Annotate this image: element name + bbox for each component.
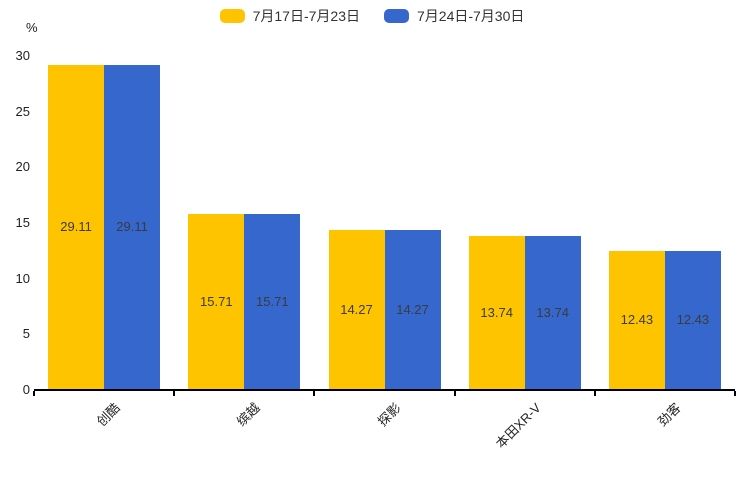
bar-series2-探影 xyxy=(384,230,441,389)
bar-value-label: 12.43 xyxy=(620,311,654,327)
y-tick-label: 10 xyxy=(15,270,30,286)
legend: 7月17日-7月23日 7月24日-7月30日 xyxy=(0,6,744,26)
bar-series2-本田XR-V xyxy=(524,236,581,389)
x-axis-tick xyxy=(173,391,176,396)
bar-series2-创酷 xyxy=(104,64,161,389)
x-category-label-劲客: 劲客 xyxy=(654,400,684,430)
y-axis-unit-label: % xyxy=(26,20,38,35)
y-tick-label: 25 xyxy=(15,103,30,119)
bar-value-label: 14.27 xyxy=(396,301,429,317)
bar-value-label: 13.74 xyxy=(480,304,513,320)
bar-series1-劲客 xyxy=(608,250,665,389)
series2-label: 7月24日-7月30日 xyxy=(417,8,525,24)
bar-series1-本田XR-V xyxy=(468,236,525,389)
x-category-label-缤越: 缤越 xyxy=(234,400,264,430)
x-category-label-本田XR-V: 本田XR-V xyxy=(492,400,544,452)
y-tick-label: 15 xyxy=(15,215,30,230)
bar-value-label: 12.43 xyxy=(676,311,710,327)
series1-swatch xyxy=(219,9,245,23)
bar-value-label: 29.11 xyxy=(116,218,148,234)
x-category-label-探影: 探影 xyxy=(374,400,404,430)
y-tick-label: 5 xyxy=(22,326,30,342)
series2-swatch xyxy=(384,9,409,23)
legend-item-week1[interactable]: 7月17日-7月23日 xyxy=(219,6,360,26)
x-axis-line xyxy=(34,389,735,391)
x-category-label-创酷: 创酷 xyxy=(93,400,123,430)
x-axis-tick xyxy=(313,391,316,396)
bar-series2-劲客 xyxy=(664,250,721,389)
x-axis-tick xyxy=(453,391,456,396)
bar-value-label: 14.27 xyxy=(340,301,373,317)
bar-value-label: 29.11 xyxy=(60,218,92,234)
x-axis-tick xyxy=(593,391,596,396)
y-tick-label: 20 xyxy=(15,159,30,175)
bar-series1-创酷 xyxy=(48,64,105,389)
bar-value-label: 15.71 xyxy=(200,293,233,309)
series1-label: 7月17日-7月23日 xyxy=(252,8,360,24)
bar-series1-缤越 xyxy=(188,214,245,389)
bar-value-label: 15.71 xyxy=(256,293,289,309)
legend-item-week2[interactable]: 7月24日-7月30日 xyxy=(384,6,524,26)
x-axis-tick xyxy=(33,391,35,396)
y-tick-label: 0 xyxy=(22,382,30,397)
bar-series1-探影 xyxy=(328,230,385,389)
bar-series2-缤越 xyxy=(244,214,301,389)
y-tick-label: 30 xyxy=(15,48,30,63)
x-axis-tick xyxy=(734,391,736,396)
bar-value-label: 13.74 xyxy=(536,304,569,320)
